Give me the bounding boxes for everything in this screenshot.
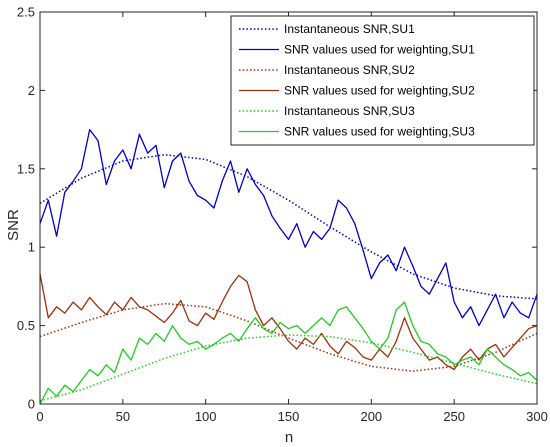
legend-entry-4: SNR values used for weighting,SU2 [284,84,475,98]
legend-entry-1: Instantaneous SNR,SU1 [284,22,415,36]
x-tick-label: 100 [195,409,217,424]
ticks-layer: 0 50 100 150 200 250 300 0 0.5 1 1.5 2 2.5 [17,5,548,425]
series-line-1 [39,153,538,300]
legend-entry-5: Instantaneous SNR,SU3 [284,104,415,118]
y-tick-label: 1.5 [17,161,35,176]
x-tick-label: 50 [116,409,130,424]
x-axis-label: n [285,429,293,446]
y-tick-label: 0.5 [17,318,35,333]
x-tick-label: 150 [278,409,300,424]
y-tick-label: 0 [28,397,35,412]
series-line-2 [39,128,538,327]
series-line-4 [39,273,538,371]
legend-entry-2: SNR values used for weighting,SU1 [284,43,475,57]
y-tick-label: 1 [28,240,35,255]
x-tick-label: 300 [526,409,548,424]
series-line-3 [39,302,538,372]
x-tick-label: 200 [360,409,382,424]
legend-entry-6: SNR values used for weighting,SU3 [284,125,475,139]
legend: Instantaneous SNR,SU1 SNR values used for… [230,15,535,146]
y-tick-label: 2.5 [17,5,35,20]
series-line-6 [39,301,538,405]
series-layer [39,128,538,405]
x-tick-label: 0 [36,409,43,424]
x-tick-label: 250 [443,409,465,424]
legend-entry-3: Instantaneous SNR,SU2 [284,63,415,77]
y-tick-label: 2 [28,83,35,98]
legend-box [230,15,535,146]
y-axis-label: SNR [5,209,22,241]
